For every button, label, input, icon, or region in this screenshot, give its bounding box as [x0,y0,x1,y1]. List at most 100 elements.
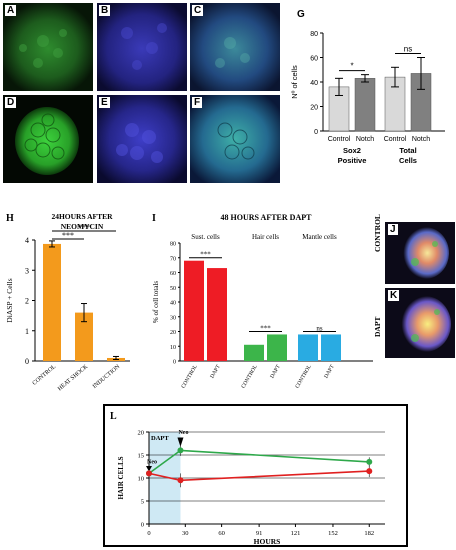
significance-label: *** [260,324,271,332]
neo-annotation: Neo [178,430,188,436]
group-label: Positive [338,156,367,165]
chart-i-svg: I 48 HOURS AFTER DAPT 0 10 20 30 40 50 60 70 80 % o… [152,213,373,390]
panel-label-j: J [388,224,398,235]
significance-label: *** [62,231,74,240]
significance-label: *** [78,223,90,232]
significance-label: ns [316,324,323,332]
significance-label: * [350,62,353,71]
series-point [177,477,184,484]
chart-title: 48 HOURS AFTER DAPT [221,213,313,222]
y-tick-label: 15 [138,453,145,460]
series-line [148,449,370,475]
bar [321,334,341,361]
y-tick-label: 80 [170,242,176,248]
x-tick-label: CONTROL [295,363,314,389]
y-axis-label: % of cell totals [152,281,160,323]
chart-title: 24HOURS AFTER [51,212,113,221]
micrograph-k: K [385,288,455,358]
micrograph-f: F [190,95,280,183]
x-tick-label: 60 [218,530,225,537]
micrograph-f-image [190,95,280,183]
x-tick-label: DAPT [323,363,336,379]
series-point [366,468,373,475]
chart-title: NEOMYCIN [61,222,104,231]
chart-g: G 0 20 40 60 80 Nº of cells Control Notch * Sox2 Po… [285,3,455,188]
micrograph-b: B [97,3,187,91]
y-tick-label: 0 [173,360,176,366]
y-axis-label: Nº of cells [290,65,299,99]
significance-label: *** [200,251,211,259]
y-tick-label: 20 [310,105,318,112]
chart-l-svg: L 0 5 10 15 20 0 30 60 91 121 152 182 HOURS HAIR CELLS… [110,411,385,546]
y-tick-label: 30 [170,315,176,321]
y-tick-label: 0 [141,522,144,529]
micrograph-a-image [3,3,93,91]
x-tick-label: 30 [182,530,189,537]
y-tick-label: 0 [25,357,29,366]
y-tick-label: 50 [170,286,176,292]
bar [75,312,93,361]
group-label: Hair cells [252,233,279,241]
panel-label-g: G [297,9,305,20]
y-tick-label: 2 [25,297,29,306]
y-tick-label: 20 [170,330,176,336]
bar [354,78,376,132]
panel-label-d: D [5,97,17,108]
micrograph-j: J [385,222,455,284]
chart-h: H 24HOURS AFTER NEOMYCIN 0 1 2 3 4 DiASP + Cells… [0,207,140,397]
y-tick-label: 3 [25,266,29,275]
x-axis-label: HOURS [254,537,281,545]
neo-arrow-icon [177,437,184,447]
y-tick-label: 10 [138,476,145,483]
micrograph-d: D [3,95,93,183]
panel-label-c: C [192,5,204,16]
x-tick-label: 121 [291,530,301,537]
y-tick-label: 60 [310,56,318,63]
series-point [146,470,152,477]
micrograph-a: A [3,3,93,91]
neo-arrow-icon [146,466,152,472]
neo-annotation: Neo [147,459,157,465]
group-label: Cells [399,156,417,165]
label-control: CONTROL [373,214,382,252]
bar [184,260,204,361]
chart-g-svg: G 0 20 40 60 80 Nº of cells Control Notch * Sox2Po… [290,9,445,165]
micrograph-d-image [3,95,93,183]
panel-label-k: K [388,290,400,301]
panel-label-f: F [192,97,203,108]
panel-label-i: I [152,213,156,224]
y-axis-label: HAIR CELLS [117,456,125,499]
bar [43,243,61,361]
micrograph-b-image [97,3,187,91]
x-tick-label: DAPT [209,363,222,379]
x-tick-label: CONTROL [181,363,200,389]
x-tick-label: DAPT [269,363,282,379]
chart-l: L 0 5 10 15 20 0 30 60 91 121 152 182 HOURS HAIR CELLS… [103,404,408,547]
bar [207,268,227,361]
x-tick-label: INDUCTION [92,364,122,390]
micrograph-e: E [97,95,187,183]
panel-label-b: B [99,5,111,16]
x-tick-label: Notch [356,136,374,143]
panel-label-l: L [110,411,117,422]
x-tick-label: CONTROL [241,363,260,389]
y-tick-label: 60 [170,271,176,277]
y-tick-label: 40 [170,301,176,307]
y-tick-label: 5 [141,499,144,506]
micrograph-c-image [190,3,280,91]
y-axis-label: DiASP + Cells [5,278,14,322]
x-tick-label: Control [328,136,351,143]
significance-label: ns [404,45,412,54]
bar [298,334,318,361]
y-tick-label: 1 [25,327,29,336]
panel-label-a: A [5,5,17,16]
y-tick-label: 4 [25,236,29,245]
series-point [177,447,184,454]
group-label: Total [399,146,416,155]
y-tick-label: 10 [170,345,176,351]
x-tick-label: CONTROL [32,364,58,387]
y-tick-label: 80 [310,31,318,38]
micrograph-e-image [97,95,187,183]
x-tick-label: Control [384,136,407,143]
